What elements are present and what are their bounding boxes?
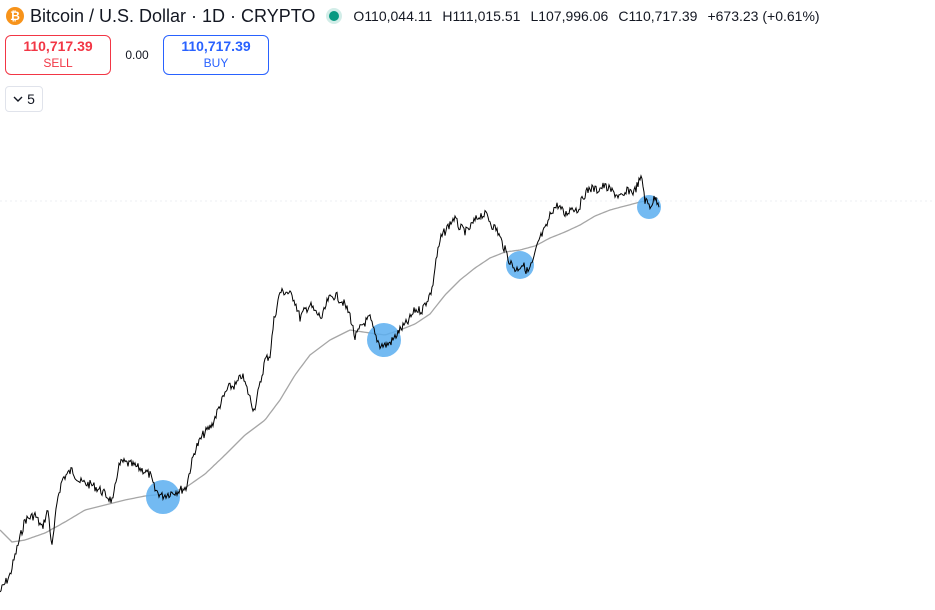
- highlight-circle-2: [367, 323, 401, 357]
- ohlc-readout: O110,044.11 H111,015.51 L107,996.06 C110,71…: [353, 8, 819, 24]
- sell-label: SELL: [43, 56, 73, 70]
- trade-panel: 110,717.39 SELL 0.00 110,717.39 BUY: [5, 35, 269, 75]
- bitcoin-icon: ₿: [6, 7, 24, 25]
- spread-value: 0.00: [125, 48, 149, 62]
- low-value: 107,996.06: [538, 8, 609, 24]
- high-label: H: [442, 8, 453, 24]
- high-value: 111,015.51: [452, 8, 521, 24]
- moving-average-line: [0, 197, 659, 543]
- highlight-markers: [146, 195, 661, 514]
- close-label: C: [618, 8, 629, 24]
- low-label: L: [530, 8, 539, 24]
- close-value: 110,717.39: [628, 8, 698, 24]
- price-line: [0, 174, 660, 593]
- highlight-circle-4: [637, 195, 661, 219]
- buy-button[interactable]: 110,717.39 BUY: [163, 35, 269, 75]
- sell-price: 110,717.39: [23, 38, 93, 54]
- chevron-down-icon: [13, 96, 23, 102]
- chart-header: ₿ Bitcoin / U.S. Dollar · 1D · CRYPTO O1…: [6, 4, 935, 28]
- indicator-toggle-button[interactable]: 5: [5, 86, 43, 112]
- symbol-title[interactable]: Bitcoin / U.S. Dollar · 1D · CRYPTO: [30, 5, 316, 26]
- indicator-count: 5: [27, 91, 35, 107]
- market-status-icon: [329, 11, 340, 21]
- open-label: O: [353, 8, 365, 24]
- highlight-circle-3: [506, 251, 534, 279]
- change-value: +673.23 (+0.61%): [707, 8, 820, 24]
- sell-button[interactable]: 110,717.39 SELL: [5, 35, 111, 75]
- buy-label: BUY: [203, 56, 229, 70]
- buy-price: 110,717.39: [181, 38, 251, 54]
- open-value: 110,044.11: [364, 8, 433, 24]
